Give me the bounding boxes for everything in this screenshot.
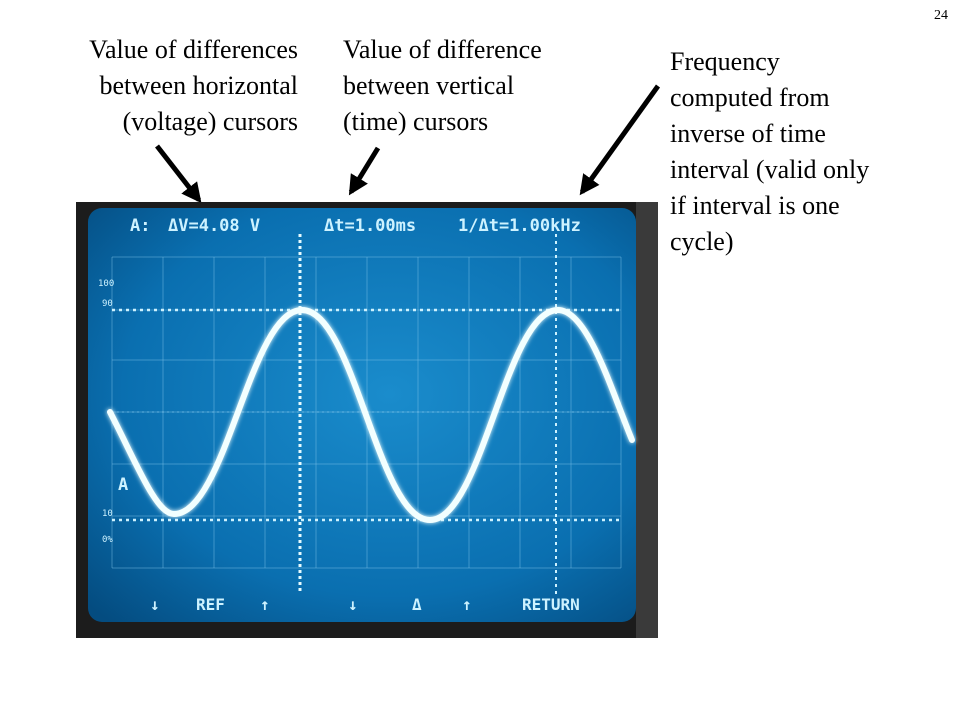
sine-trace	[107, 306, 635, 524]
caption-line: inverse of time	[670, 119, 826, 148]
oscilloscope-screen: A: ΔV=4.08 V Δt=1.00ms 1/Δt=1.00kHz 100 …	[76, 202, 658, 638]
caption-line: (time) cursors	[343, 107, 489, 136]
readout-channel: A:	[130, 216, 150, 236]
caption-line: Frequency	[670, 47, 780, 76]
softkey-return: RETURN	[522, 595, 580, 614]
softkey-delta: Δ	[412, 595, 422, 614]
caption-line: (voltage) cursors	[122, 107, 298, 136]
caption-line: between horizontal	[99, 71, 298, 100]
channel-marker: A	[118, 475, 128, 495]
caption-line: cycle)	[670, 227, 734, 256]
caption-line: Value of difference	[343, 35, 542, 64]
voltage-arrow	[155, 144, 202, 204]
softkey-down-2: ↓	[348, 595, 358, 614]
scope-bezel-right	[636, 202, 658, 638]
caption-line: Value of differences	[89, 35, 298, 64]
readout-delta-v: ΔV=4.08 V	[168, 216, 260, 236]
readout-frequency: 1/Δt=1.00kHz	[458, 216, 581, 236]
time-cursor-caption: Value of difference between vertical (ti…	[343, 32, 542, 140]
scale-label-90: 90	[102, 299, 113, 309]
caption-line: interval (valid only	[670, 155, 870, 184]
frequency-caption: Frequency computed from inverse of time …	[670, 44, 869, 260]
readout-delta-t: Δt=1.00ms	[324, 216, 416, 236]
caption-line: if interval is one	[670, 191, 840, 220]
caption-line: between vertical	[343, 71, 515, 100]
time-arrow	[348, 146, 381, 196]
scale-label-10: 10	[102, 509, 113, 519]
softkey-up-1: ↑	[260, 595, 270, 614]
screen-background	[88, 208, 636, 622]
softkey-ref: REF	[196, 595, 225, 614]
voltage-cursor-caption: Value of differences between horizontal …	[89, 32, 298, 140]
softkey-up-2: ↑	[462, 595, 472, 614]
softkey-down-1: ↓	[150, 595, 160, 614]
scale-label-100: 100	[98, 279, 114, 289]
scale-label-0: 0%	[102, 535, 113, 545]
caption-line: computed from	[670, 83, 830, 112]
slide-number: 24	[934, 8, 948, 23]
frequency-arrow	[579, 84, 661, 196]
